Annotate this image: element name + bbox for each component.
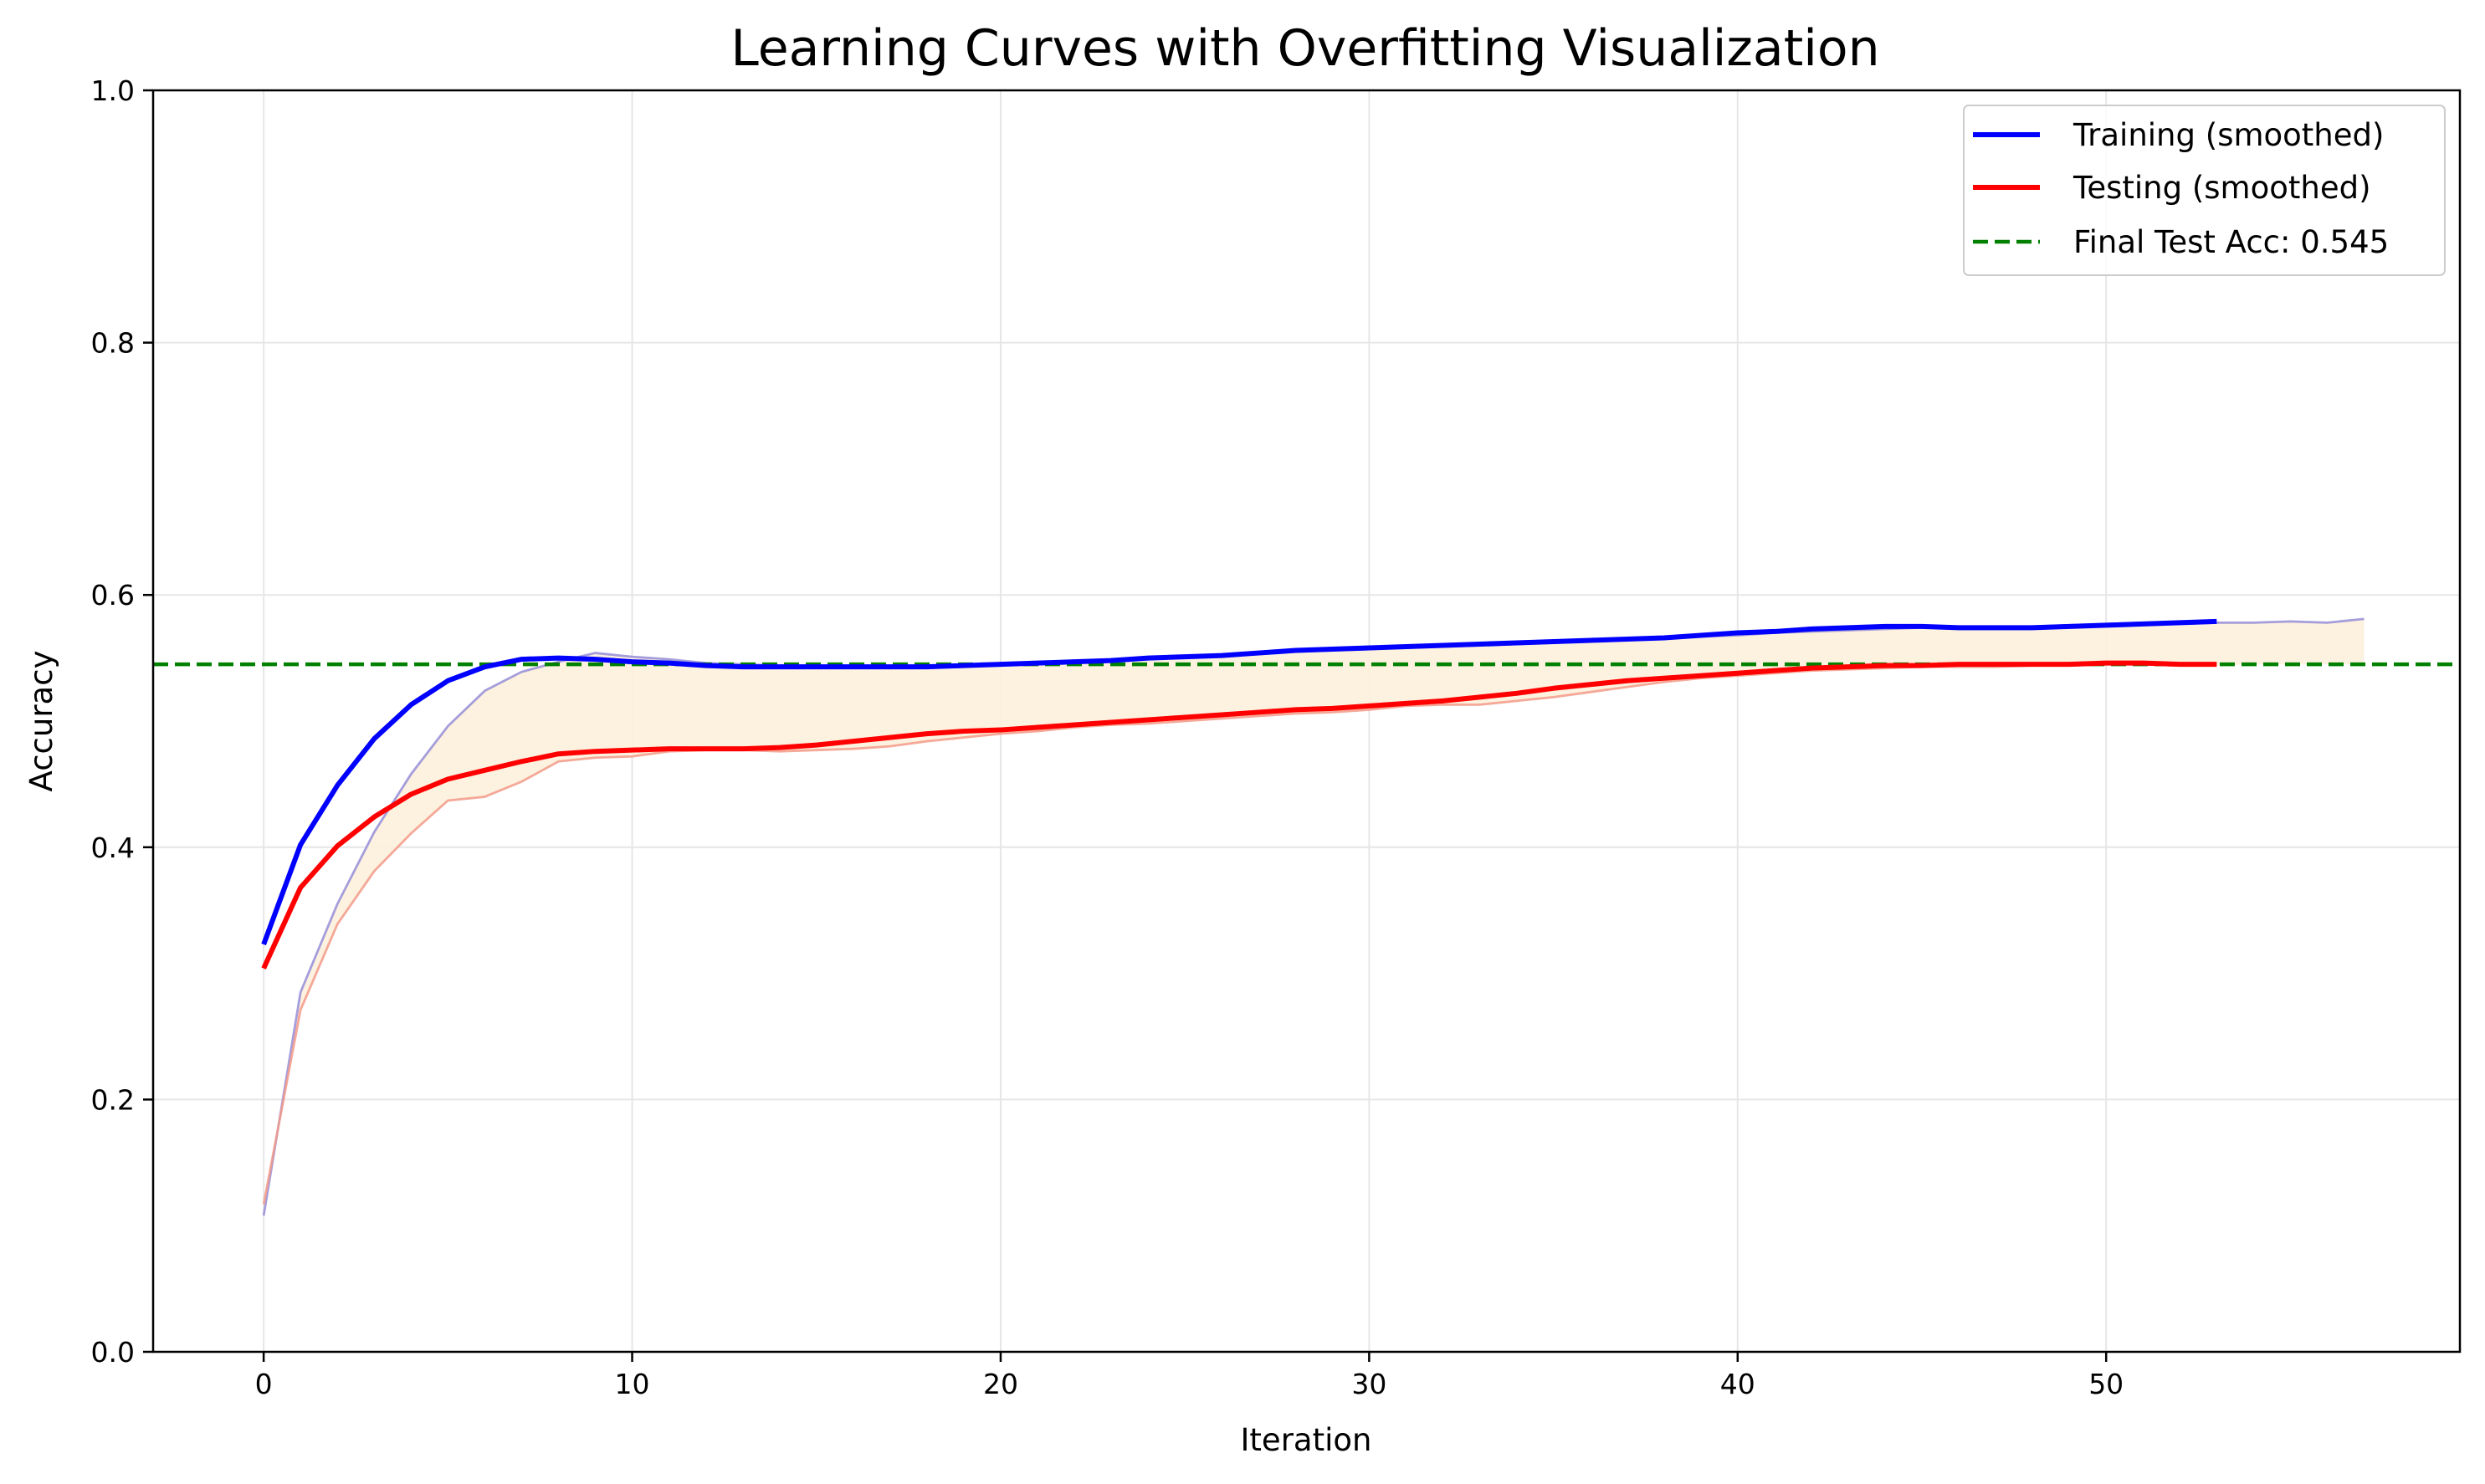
x-tick-label: 30 (1351, 1368, 1386, 1400)
y-axis-label: Accuracy (23, 651, 59, 792)
training-smoothed-line (261, 618, 2217, 945)
testing-smoothed-line (261, 660, 2217, 970)
x-tick-label: 0 (255, 1368, 273, 1400)
y-tick-label: 0.8 (91, 327, 135, 360)
y-tick-label: 0.4 (91, 832, 135, 864)
legend-box (1963, 105, 2446, 276)
y-tick-label: 0.0 (91, 1336, 135, 1369)
y-tick-label: 0.2 (91, 1083, 135, 1116)
y-tick-label: 1.0 (91, 74, 135, 107)
legend-label-training: Training (smoothed) (2073, 117, 2384, 153)
x-tick-label: 50 (2088, 1368, 2124, 1400)
y-axis-ticks: 0.0 0.2 0.4 0.6 0.8 1.0 (91, 74, 153, 1369)
x-axis-ticks: 0 10 20 30 40 50 (255, 1352, 2124, 1400)
legend-label-testing: Testing (smoothed) (2073, 170, 2371, 206)
x-axis-label: Iteration (1241, 1422, 1372, 1458)
x-tick-label: 10 (615, 1368, 650, 1400)
smoothed-series-layer (261, 618, 2217, 970)
y-tick-label: 0.6 (91, 579, 135, 612)
plot-frame (151, 89, 2462, 1354)
legend: Training (smoothed) Testing (smoothed) F… (1963, 105, 2446, 276)
x-tick-label: 40 (1720, 1368, 1755, 1400)
chart-title: Learning Curves with Overfitting Visuali… (730, 19, 1879, 78)
legend-label-final-test-acc: Final Test Acc: 0.545 (2073, 224, 2389, 260)
x-tick-label: 20 (983, 1368, 1018, 1400)
